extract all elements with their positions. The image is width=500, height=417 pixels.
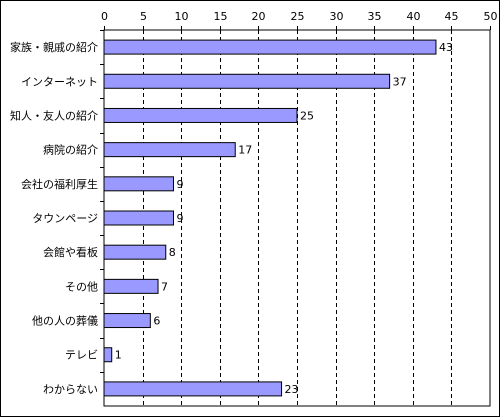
x-tick-label: 25 xyxy=(291,10,305,23)
category-label: 会館や看板 xyxy=(43,245,98,259)
category-label: 病院の紹介 xyxy=(43,143,98,157)
data-label: 6 xyxy=(153,315,160,328)
x-tick-label: 5 xyxy=(140,10,147,23)
category-label: タウンページ xyxy=(32,212,98,225)
x-tick-label: 10 xyxy=(175,10,189,23)
bar xyxy=(103,244,167,260)
bar xyxy=(103,39,437,55)
category-label: わからない xyxy=(43,383,98,396)
bar xyxy=(103,210,174,226)
data-label: 43 xyxy=(439,41,453,54)
category-label: インターネット xyxy=(21,75,98,88)
bar xyxy=(103,176,174,192)
category-label: 家族・親戚の紹介 xyxy=(10,40,98,54)
bar xyxy=(103,142,236,158)
category-label: その他 xyxy=(65,280,98,293)
bar xyxy=(103,347,113,363)
x-tick-label: 45 xyxy=(445,10,459,23)
bar xyxy=(103,381,283,397)
category-label: 他の人の葬儀 xyxy=(32,314,98,328)
data-label: 37 xyxy=(393,75,407,88)
x-tick-label: 15 xyxy=(214,10,228,23)
bar xyxy=(103,313,151,329)
x-tick-label: 0 xyxy=(101,10,108,23)
bar xyxy=(103,278,159,294)
category-label: 会社の福利厚生 xyxy=(21,177,98,191)
category-label: 知人・友人の紹介 xyxy=(10,108,98,122)
data-label: 7 xyxy=(161,280,168,293)
bar xyxy=(103,107,298,123)
category-label: テレビ xyxy=(65,349,98,362)
bar xyxy=(103,73,391,89)
data-label: 17 xyxy=(238,144,252,157)
x-tick-label: 30 xyxy=(330,10,344,23)
data-label: 1 xyxy=(115,349,122,362)
x-tick-label: 20 xyxy=(252,10,266,23)
x-tick-label: 35 xyxy=(368,10,382,23)
data-label: 23 xyxy=(285,383,299,396)
x-tick-label: 40 xyxy=(407,10,421,23)
data-label: 9 xyxy=(176,178,183,191)
data-label: 25 xyxy=(300,109,314,122)
x-tick-label: 50 xyxy=(484,10,498,23)
data-label: 9 xyxy=(176,212,183,225)
data-label: 8 xyxy=(169,246,176,259)
